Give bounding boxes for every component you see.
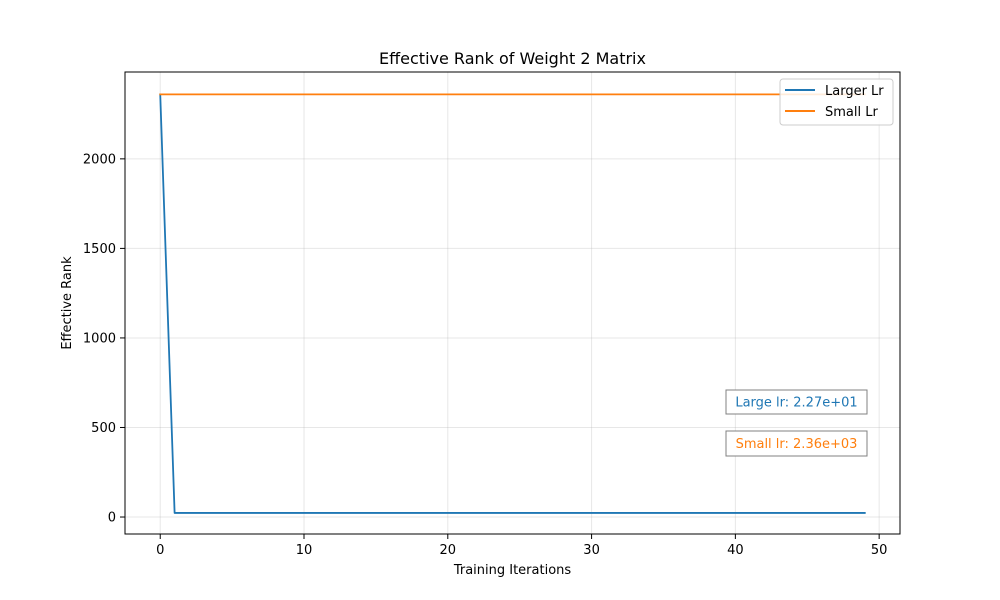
annotation-box-small-lr <box>725 430 868 457</box>
y-tick-label: 500 <box>91 421 116 436</box>
plot-frame <box>124 71 901 535</box>
x-axis-label: Training Iterations <box>453 563 572 578</box>
x-tick-label: 30 <box>583 543 600 558</box>
legend: Larger Lr Small Lr <box>779 78 894 126</box>
y-axis-label: Effective Rank <box>60 256 75 350</box>
series-line-larger-lr <box>159 93 866 514</box>
y-axis-ticks: 0 500 1000 1500 2000 <box>83 152 125 526</box>
x-tick-label: 10 <box>296 543 313 558</box>
annotations: Large lr: 2.27e+01 Small lr: 2.36e+03 <box>725 389 868 457</box>
annotation-small-lr: Small lr: 2.36e+03 <box>736 437 858 452</box>
x-tick-label: 0 <box>156 543 164 558</box>
y-tick-label: 1000 <box>83 331 116 346</box>
x-tick-label: 50 <box>871 543 888 558</box>
x-tick-label: 20 <box>440 543 457 558</box>
legend-label-small-lr: Small Lr <box>825 105 878 120</box>
chart-title: Effective Rank of Weight 2 Matrix <box>379 49 646 68</box>
x-tick-label: 40 <box>727 543 744 558</box>
x-axis-ticks: 0 10 20 30 40 50 <box>156 534 887 558</box>
annotation-box-large-lr <box>725 389 868 415</box>
y-tick-label: 0 <box>108 511 116 526</box>
annotation-large-lr: Large lr: 2.27e+01 <box>735 396 857 411</box>
y-tick-label: 1500 <box>83 242 116 257</box>
series-lines <box>159 93 866 514</box>
legend-label-larger-lr: Larger Lr <box>825 84 884 99</box>
y-tick-label: 2000 <box>83 152 116 167</box>
grid <box>125 72 900 534</box>
